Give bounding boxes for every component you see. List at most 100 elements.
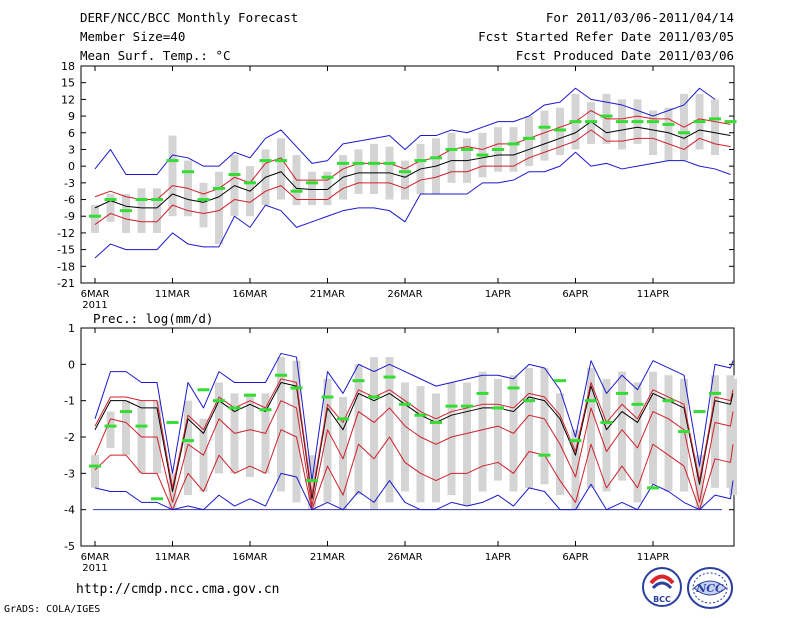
- x-tick-label: 21MAR: [310, 552, 345, 563]
- ncc-logo-icon: NCC: [687, 567, 733, 609]
- obs-marker: [585, 399, 597, 403]
- obs-marker: [337, 417, 349, 421]
- y-tick-label: 18: [61, 60, 75, 73]
- spread-box: [463, 382, 471, 507]
- obs-marker: [228, 406, 241, 410]
- x-tick-label: 21MAR: [310, 289, 345, 300]
- spread-box: [277, 138, 285, 200]
- spread-box: [664, 375, 673, 492]
- spread-box: [447, 382, 456, 496]
- obs-marker: [89, 214, 101, 218]
- spread-box: [416, 386, 425, 503]
- spread-box: [292, 360, 301, 503]
- spread-box: [153, 188, 161, 233]
- obs-marker: [182, 170, 194, 174]
- y-tick-label: -3: [64, 177, 75, 190]
- plot-frame: [80, 65, 735, 284]
- spread-box: [711, 99, 719, 156]
- obs-marker: [352, 379, 365, 383]
- obs-marker: [569, 120, 582, 124]
- series-mean: [94, 121, 731, 209]
- obs-marker: [492, 147, 504, 151]
- obs-marker: [135, 198, 148, 202]
- spread-box: [540, 367, 549, 485]
- produced-date: Fcst Produced Date 2011/03/06: [515, 48, 734, 63]
- obs-marker: [306, 181, 318, 185]
- obs-marker: [709, 117, 721, 121]
- spread-box: [168, 135, 177, 217]
- obs-marker: [321, 175, 334, 179]
- obs-marker: [430, 420, 442, 424]
- obs-marker: [476, 391, 489, 395]
- obs-marker: [383, 161, 396, 165]
- spread-box: [664, 107, 673, 161]
- series-inner-low: [94, 129, 731, 225]
- spread-box: [447, 132, 456, 183]
- spread-box: [401, 160, 409, 200]
- spread-box: [246, 393, 254, 477]
- spread-box: [525, 116, 533, 167]
- obs-marker: [213, 186, 225, 190]
- x-tick-label: 6MAR: [81, 552, 110, 563]
- y-tick-label: -6: [64, 194, 75, 207]
- series-outer-low: [94, 151, 731, 259]
- spread-box: [618, 371, 626, 481]
- chart-title: DERF/NCC/BCC Monthly Forecast: [80, 10, 299, 25]
- spread-box: [354, 149, 363, 194]
- obs-marker: [662, 122, 675, 126]
- member-size: Member Size=40: [80, 29, 186, 44]
- x-tick-label: 6MAR: [81, 289, 110, 300]
- started-date: Fcst Started Refer Date 2011/03/05: [478, 29, 734, 44]
- spread-box: [339, 397, 347, 510]
- panel-title: Prec.: log(mm/d): [93, 311, 213, 326]
- spread-box: [649, 371, 657, 485]
- y-tick-label: 12: [61, 93, 75, 106]
- obs-marker: [290, 189, 303, 193]
- spread-box: [525, 367, 533, 488]
- ncc-logo-text: NCC: [695, 582, 724, 595]
- obs-marker: [197, 388, 210, 392]
- spread-box: [215, 382, 223, 474]
- y-tick-label: -1: [64, 395, 75, 408]
- series-outer-low: [94, 472, 734, 511]
- spread-box: [199, 182, 208, 228]
- obs-marker: [631, 402, 644, 406]
- obs-marker: [213, 399, 225, 403]
- obs-marker: [135, 424, 148, 428]
- obs-marker: [445, 147, 458, 151]
- obs-marker: [678, 430, 690, 434]
- forecast-period: For 2011/03/06-2011/04/14: [545, 10, 734, 25]
- obs-marker: [399, 402, 411, 406]
- obs-marker: [383, 375, 396, 379]
- obs-marker: [709, 391, 721, 395]
- variable-label: Mean Surf. Temp.: °C: [80, 48, 231, 63]
- x-year-label: 2011: [82, 563, 107, 574]
- y-tick-label: 0: [68, 358, 75, 371]
- spread-box: [385, 357, 394, 503]
- obs-marker: [662, 399, 675, 403]
- y-tick-label: 9: [68, 110, 75, 123]
- obs-marker: [182, 439, 194, 443]
- spread-box: [122, 400, 130, 456]
- spread-box: [354, 364, 363, 496]
- spread-box: [106, 193, 115, 222]
- series-inner-high: [94, 378, 734, 496]
- spread-box: [215, 171, 223, 245]
- source-url[interactable]: http://cmdp.ncc.cma.gov.cn: [76, 582, 280, 597]
- spread-box: [729, 378, 737, 496]
- y-tick-label: -12: [57, 227, 75, 240]
- obs-marker: [120, 410, 132, 414]
- spread-box: [137, 188, 146, 233]
- series-inner-mid: [94, 400, 734, 507]
- x-year-label: 2011: [82, 300, 107, 311]
- obs-marker: [166, 159, 179, 163]
- y-tick-label: -9: [64, 210, 75, 223]
- spread-box: [370, 143, 378, 194]
- obs-marker: [616, 120, 628, 124]
- obs-marker: [554, 128, 566, 132]
- spread-box: [401, 382, 409, 492]
- obs-marker: [569, 439, 582, 443]
